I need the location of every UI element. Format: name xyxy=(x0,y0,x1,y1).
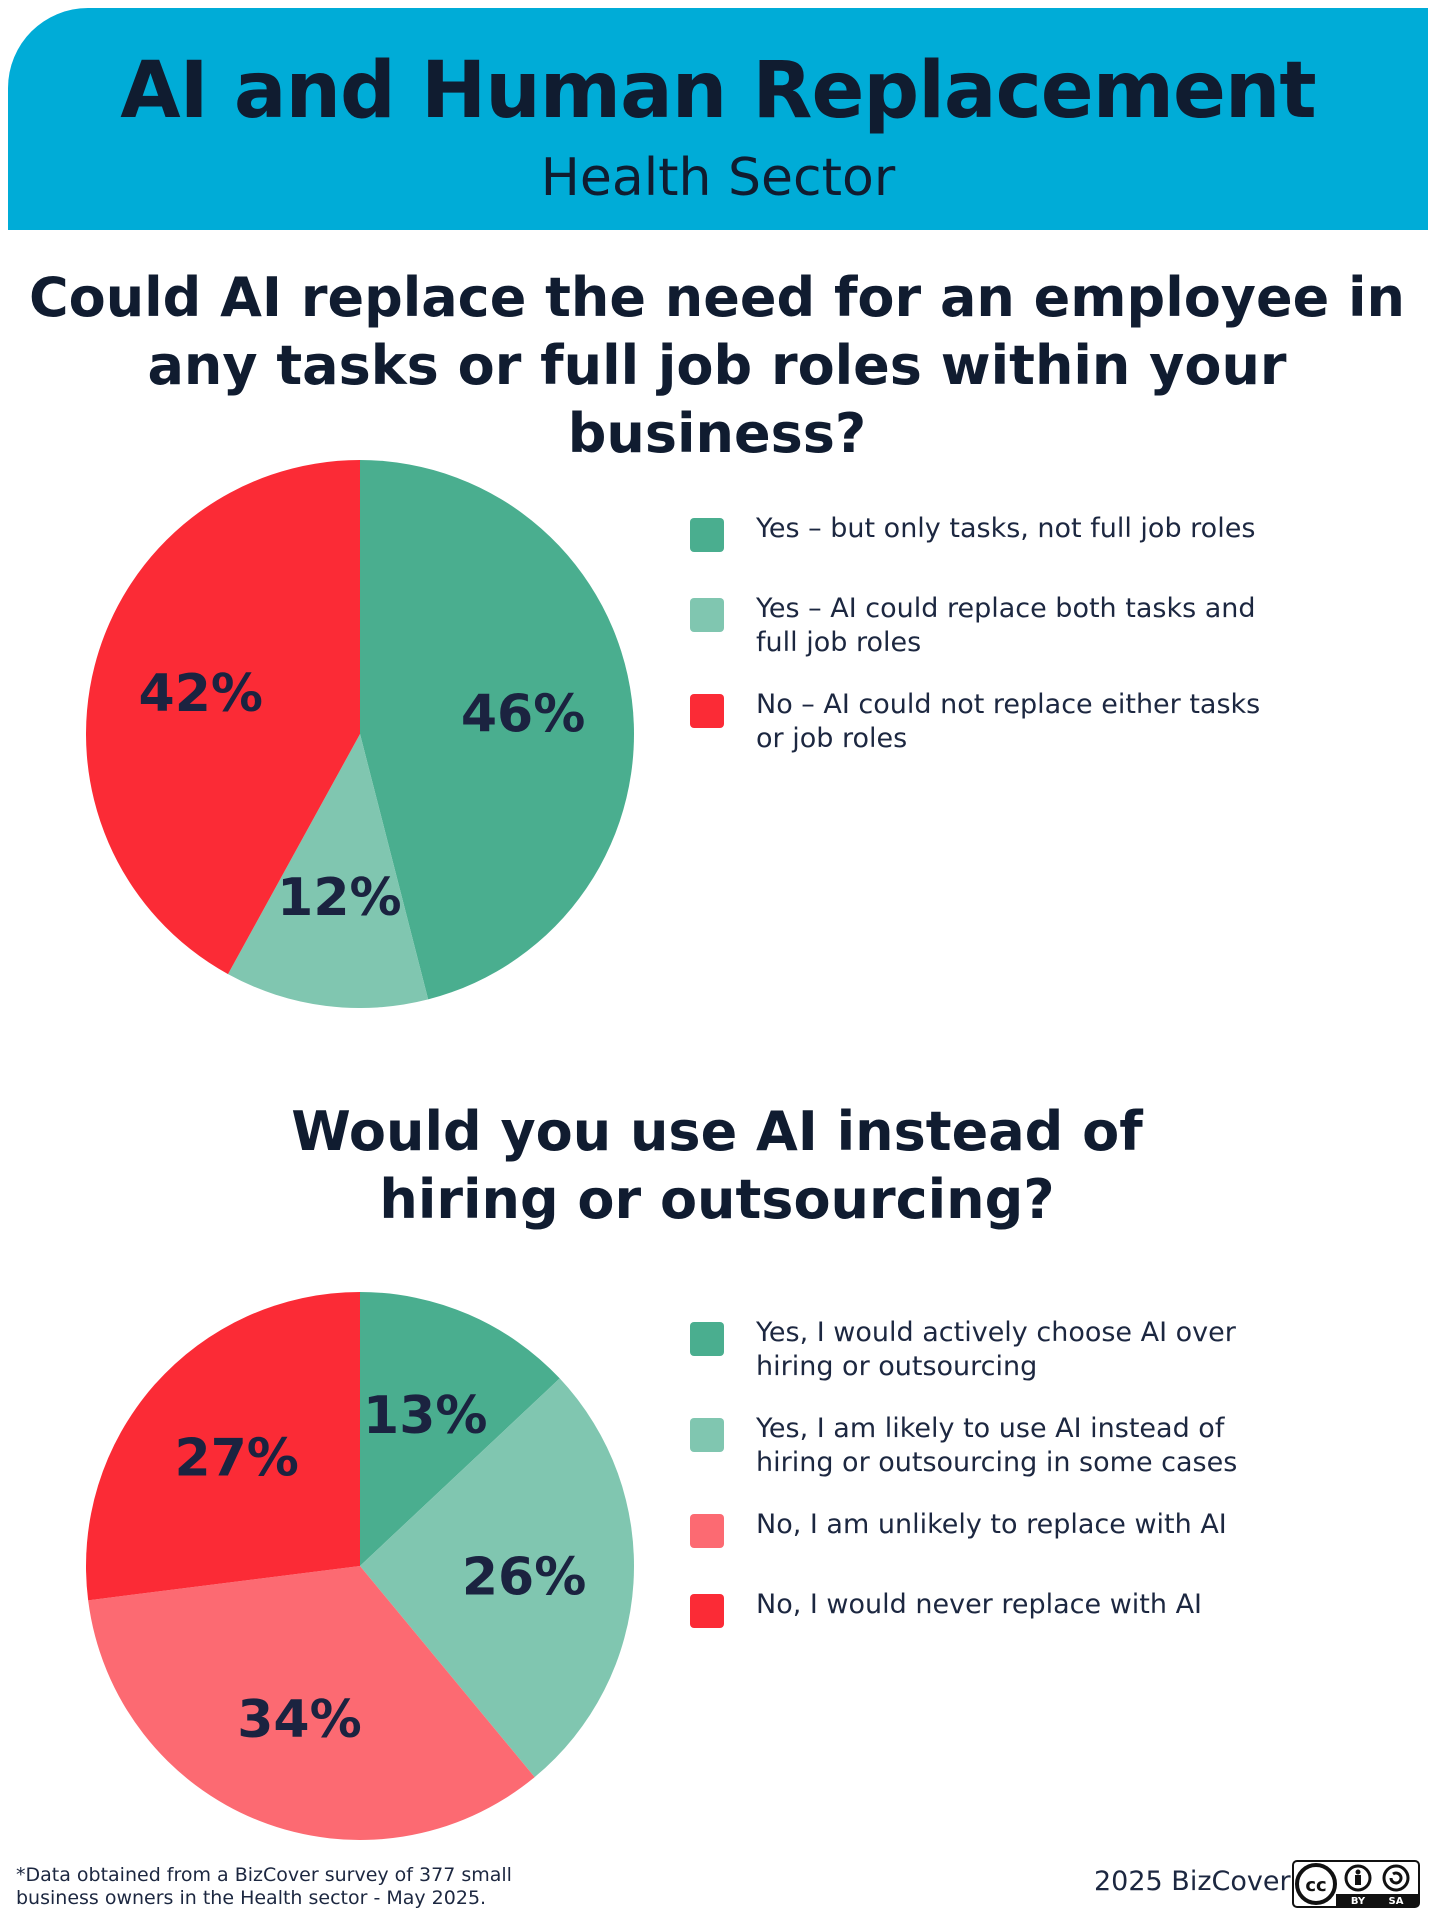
question-1-line-2: any tasks or full job roles within your … xyxy=(147,334,1287,465)
pie-slice xyxy=(88,1566,535,1840)
legend-swatch xyxy=(690,1418,724,1452)
legend-swatch xyxy=(690,1322,724,1356)
legend-item: Yes, I am likely to use AI instead of hir… xyxy=(690,1412,1290,1480)
header-banner: AI and Human Replacement Health Sector xyxy=(8,8,1428,230)
legend-2: Yes, I would actively choose AI over hiri… xyxy=(690,1316,1290,1668)
question-2-line-2: hiring or outsourcing? xyxy=(379,1168,1055,1231)
pie-slice xyxy=(227,734,429,1008)
license-sa-text: SA xyxy=(1389,1896,1404,1907)
legend-label-line-2: hiring or outsourcing in some cases xyxy=(756,1447,1238,1478)
question-1: Could AI replace the need for an employe… xyxy=(0,264,1434,468)
legend-swatch xyxy=(690,1594,724,1628)
footnote-line-2: business owners in the Health sector - M… xyxy=(16,1887,487,1909)
pie-slice xyxy=(360,460,634,1000)
pie-slice-label: 34% xyxy=(237,1690,361,1750)
cc-by-sa-icon: cc BY SA xyxy=(1292,1860,1420,1908)
pie-slice-label: 42% xyxy=(139,664,263,724)
legend-item: Yes – AI could replace both tasks and ful… xyxy=(690,592,1290,660)
legend-label-line-1: Yes, I am likely to use AI instead of xyxy=(756,1413,1225,1444)
legend-label-line-1: No, I would never replace with AI xyxy=(756,1589,1203,1620)
brand-credit: 2025 BizCover xyxy=(1094,1866,1291,1897)
pie-chart-1: 46% 12% 42% xyxy=(86,460,634,1008)
page-title: AI and Human Replacement xyxy=(120,46,1316,136)
legend-swatch xyxy=(690,598,724,632)
legend-label-line-2: hiring or outsourcing xyxy=(756,1351,1038,1382)
pie-slice-label: 46% xyxy=(461,684,585,744)
footnote: *Data obtained from a BizCover survey of… xyxy=(16,1864,556,1910)
legend-item: No, I am unlikely to replace with AI xyxy=(690,1508,1290,1548)
legend-swatch xyxy=(690,518,724,552)
question-1-line-1: Could AI replace the need for an employe… xyxy=(29,266,1405,329)
pie-slice-label: 12% xyxy=(277,868,401,928)
pie-slice xyxy=(86,1292,360,1601)
legend-label-line-1: Yes, I would actively choose AI over xyxy=(756,1317,1236,1348)
page-subtitle: Health Sector xyxy=(540,148,896,208)
legend-1: Yes – but only tasks, not full job roles… xyxy=(690,512,1290,784)
legend-item: Yes, I would actively choose AI over hiri… xyxy=(690,1316,1290,1384)
footnote-line-1: *Data obtained from a BizCover survey of… xyxy=(16,1864,512,1886)
question-2: Would you use AI instead of hiring or ou… xyxy=(0,1098,1434,1234)
legend-item: Yes – but only tasks, not full job roles xyxy=(690,512,1290,552)
legend-label-line-1: No, I am unlikely to replace with AI xyxy=(756,1509,1227,1540)
license-by-text: BY xyxy=(1351,1896,1366,1907)
pie-slice-label: 26% xyxy=(462,1547,586,1607)
pie-slice xyxy=(86,460,360,975)
pie-slice-label: 13% xyxy=(363,1386,487,1446)
legend-item: No, I would never replace with AI xyxy=(690,1588,1290,1628)
pie-slice-label: 27% xyxy=(174,1428,298,1488)
pie-slice xyxy=(360,1292,560,1566)
legend-label-line-1: Yes – but only tasks, not full job roles xyxy=(756,513,1256,544)
legend-item: No – AI could not replace either tasks or… xyxy=(690,688,1290,756)
legend-label-line-2: or job roles xyxy=(756,723,908,754)
legend-swatch xyxy=(690,694,724,728)
pie-chart-2: 13% 26% 34% 27% xyxy=(86,1292,634,1840)
question-2-line-1: Would you use AI instead of xyxy=(291,1100,1143,1163)
legend-label-line-1: Yes – AI could replace both tasks and xyxy=(756,593,1256,624)
svg-text:cc: cc xyxy=(1305,1875,1326,1896)
pie-slice xyxy=(360,1378,634,1778)
legend-label-line-1: No – AI could not replace either tasks xyxy=(756,689,1261,720)
legend-swatch xyxy=(690,1514,724,1548)
legend-label-line-2: full job roles xyxy=(756,627,922,658)
